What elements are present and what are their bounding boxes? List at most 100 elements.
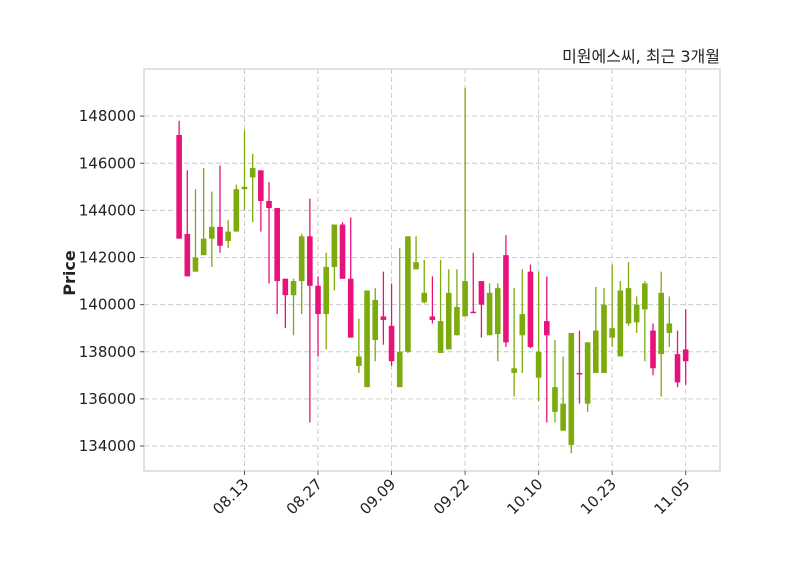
candle-body	[642, 283, 648, 310]
candle	[642, 281, 648, 362]
candle-body	[666, 323, 673, 333]
candle	[184, 170, 191, 277]
candle	[674, 330, 681, 388]
candle	[413, 236, 419, 270]
candle	[462, 87, 468, 317]
candle-body	[233, 189, 240, 232]
candle	[356, 318, 362, 373]
candle-body	[552, 387, 558, 412]
candle	[339, 222, 346, 279]
candle	[388, 283, 395, 366]
candle-body	[674, 354, 681, 383]
candle-body	[503, 255, 509, 343]
candle	[192, 189, 199, 272]
candle	[266, 182, 272, 284]
x-tick-label: 09.22	[430, 475, 473, 518]
y-tick-label: 144000	[79, 201, 136, 219]
candle	[176, 120, 182, 239]
candle	[470, 252, 477, 314]
candle	[511, 288, 517, 397]
candle-body	[347, 278, 354, 338]
candle	[307, 198, 313, 423]
candle-body	[568, 332, 575, 445]
candle-body	[470, 311, 477, 314]
candle-body	[543, 321, 550, 336]
candle-body	[617, 290, 624, 357]
candle-body	[290, 281, 297, 296]
candle-body	[609, 328, 615, 338]
candle	[315, 276, 321, 357]
candle-body	[658, 292, 664, 355]
candle	[364, 290, 370, 388]
candle	[396, 248, 403, 388]
candle	[454, 269, 460, 336]
candle-body	[535, 351, 542, 378]
candle	[372, 288, 379, 362]
candle-body	[405, 236, 411, 352]
y-axis: 134000 136000 138000 140000 142000 144000 1460…	[79, 107, 144, 455]
candle-body	[576, 372, 583, 375]
candle-body	[241, 186, 248, 190]
candle-body	[331, 224, 338, 267]
candle-body	[601, 304, 607, 373]
candle-body	[560, 403, 566, 431]
candle	[682, 309, 689, 385]
candle-body	[519, 314, 526, 336]
candle	[625, 262, 632, 326]
candle-body	[225, 231, 231, 242]
candle-body	[380, 316, 387, 320]
candle-body	[298, 236, 305, 282]
candle-body	[388, 325, 395, 362]
candle	[347, 217, 354, 338]
y-tick-label: 146000	[79, 154, 136, 172]
candle	[421, 259, 428, 304]
candle-body	[593, 330, 599, 373]
candle-body	[421, 292, 428, 303]
candle-body	[192, 257, 199, 272]
candle	[617, 281, 624, 357]
candle	[609, 264, 615, 348]
y-tick-label: 134000	[79, 437, 136, 455]
candle	[560, 356, 566, 431]
x-tick-label: 08.27	[283, 475, 326, 518]
candle	[209, 191, 215, 267]
candle	[486, 283, 493, 336]
candle-body	[258, 170, 264, 201]
x-tick-label: 11.05	[650, 475, 693, 518]
candle	[633, 296, 640, 333]
candle-body	[266, 200, 272, 209]
candle	[445, 269, 452, 350]
candle-body	[356, 356, 362, 366]
candle-body	[315, 285, 321, 315]
candle	[405, 236, 411, 353]
candle-body	[437, 321, 444, 353]
candle	[323, 252, 329, 350]
candle-body	[486, 292, 493, 336]
candle-body	[209, 226, 215, 239]
y-tick-label: 136000	[79, 390, 136, 408]
candle	[584, 342, 591, 412]
grid	[144, 69, 720, 471]
candle-body	[364, 290, 370, 388]
candle	[519, 269, 526, 373]
candle	[527, 264, 534, 349]
candle-body	[339, 224, 346, 279]
candle	[658, 271, 664, 397]
candle-body	[682, 349, 689, 362]
candle-body	[633, 304, 640, 323]
candle-body	[462, 281, 468, 317]
x-tick-label: 10.10	[503, 475, 546, 518]
candle	[331, 224, 338, 291]
candle	[298, 233, 305, 315]
candle-body	[184, 233, 191, 277]
candle	[552, 339, 558, 423]
candle-body	[445, 292, 452, 350]
candle-body	[282, 278, 289, 296]
y-tick-label: 148000	[79, 107, 136, 125]
candle	[380, 271, 387, 345]
candle-body	[372, 299, 379, 340]
candle	[258, 170, 264, 232]
candle	[593, 286, 599, 373]
candle-body	[511, 368, 517, 373]
